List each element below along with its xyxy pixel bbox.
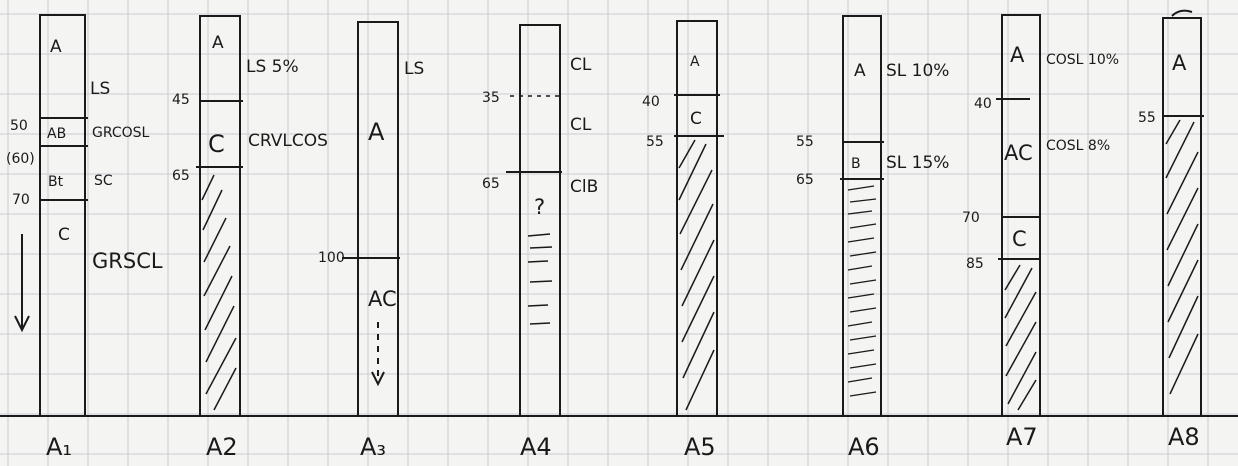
bedrock-hatching (201, 174, 237, 411)
texture-label: GRCOSL (92, 125, 150, 141)
depth-mark: 65 (482, 176, 500, 192)
horizon-name: C (58, 225, 70, 245)
profile-A1: A AB Bt C LS GRCOSL SC GRSCL 50 (60) 70 … (6, 14, 163, 461)
profile-A4-column (519, 24, 561, 417)
horizon-name: AC (368, 287, 397, 311)
profile-A2-column (199, 15, 241, 417)
profile-label: A6 (848, 433, 880, 461)
profile-label: A5 (684, 433, 716, 461)
depth-mark: 65 (796, 172, 814, 188)
texture-label: COSL 10% (1046, 52, 1119, 68)
texture-label: ClB (570, 177, 598, 197)
depth-mark: 100 (318, 250, 345, 266)
top-tick-mark (1171, 9, 1193, 17)
depth-mark: 35 (482, 90, 500, 106)
texture-label: GRSCL (92, 249, 163, 273)
texture-label: SL 10% (886, 61, 949, 81)
horizon-name: AC (1004, 141, 1033, 165)
bedrock-hatching (678, 139, 715, 411)
horizon-name: C (208, 130, 225, 158)
soft-bedrock-dashes (847, 185, 877, 397)
texture-label: LS (404, 59, 424, 79)
profile-A2: A C LS 5% CRVLCOS 45 65 A2 (172, 15, 328, 461)
horizon-name: A (368, 118, 385, 146)
depth-mark: 55 (796, 134, 814, 150)
texture-label: SL 15% (886, 153, 949, 173)
profile-A7-column (1001, 14, 1041, 417)
horizon-name: C (1012, 227, 1027, 251)
uncertain-mark: ? (534, 195, 545, 219)
depth-mark: 50 (10, 118, 28, 134)
profile-label: A4 (520, 433, 552, 461)
horizon-name: C (690, 109, 702, 129)
horizon-name: A (690, 54, 700, 70)
profile-A7: A AC C COSL 10% COSL 8% 40 70 85 A7 (962, 14, 1119, 451)
profile-A1-column (39, 14, 86, 417)
texture-label: CL (570, 115, 592, 135)
depth-mark: 65 (172, 168, 190, 184)
depth-mark: 70 (962, 210, 980, 226)
profile-A3: A AC LS 100 A₃ (318, 21, 424, 461)
profile-A8-column (1162, 17, 1202, 417)
depth-mark: 70 (12, 192, 30, 208)
texture-label: SC (94, 173, 113, 189)
bedrock-hatching (1004, 264, 1037, 411)
profile-A5-column (676, 20, 718, 417)
profile-label: A7 (1006, 423, 1038, 451)
depth-mark: 40 (974, 96, 992, 112)
depth-mark: 55 (1138, 110, 1156, 126)
profile-label: A8 (1168, 423, 1200, 451)
profile-A5: A C 40 55 A5 (642, 20, 724, 461)
texture-label: LS 5% (246, 57, 299, 77)
horizon-name: A (50, 37, 62, 57)
dashed-down-arrow-icon (371, 322, 385, 387)
horizon-name: AB (47, 126, 66, 142)
texture-label: CRVLCOS (248, 131, 328, 151)
depth-mark: 85 (966, 256, 984, 272)
profile-A6: A B SL 10% SL 15% 55 65 A6 (796, 15, 949, 461)
depth-mark: (60) (6, 151, 35, 167)
texture-label: LS (90, 79, 110, 99)
horizon-name: B (851, 156, 861, 172)
profile-A3-column (357, 21, 399, 417)
profile-label: A₁ (46, 433, 72, 461)
profile-A6-column (842, 15, 882, 417)
profile-A4: ? CL CL ClB 35 65 A4 (482, 24, 598, 461)
texture-label: COSL 8% (1046, 138, 1110, 154)
profile-label: A2 (206, 433, 238, 461)
profile-label: A₃ (360, 433, 386, 461)
depth-mark: 55 (646, 134, 664, 150)
depth-mark: 40 (642, 94, 660, 110)
soft-bedrock-dashes (527, 233, 553, 325)
down-arrow-icon (14, 234, 30, 333)
bedrock-hatching (1165, 119, 1199, 395)
horizon-name: A (854, 61, 866, 81)
depth-mark: 45 (172, 92, 190, 108)
horizon-name: A (1172, 51, 1187, 75)
horizon-name: A (1010, 43, 1025, 67)
horizon-name: A (212, 33, 224, 53)
texture-label: CL (570, 55, 592, 75)
horizon-name: Bt (48, 174, 64, 190)
profile-A8: A 55 A8 (1138, 9, 1204, 451)
